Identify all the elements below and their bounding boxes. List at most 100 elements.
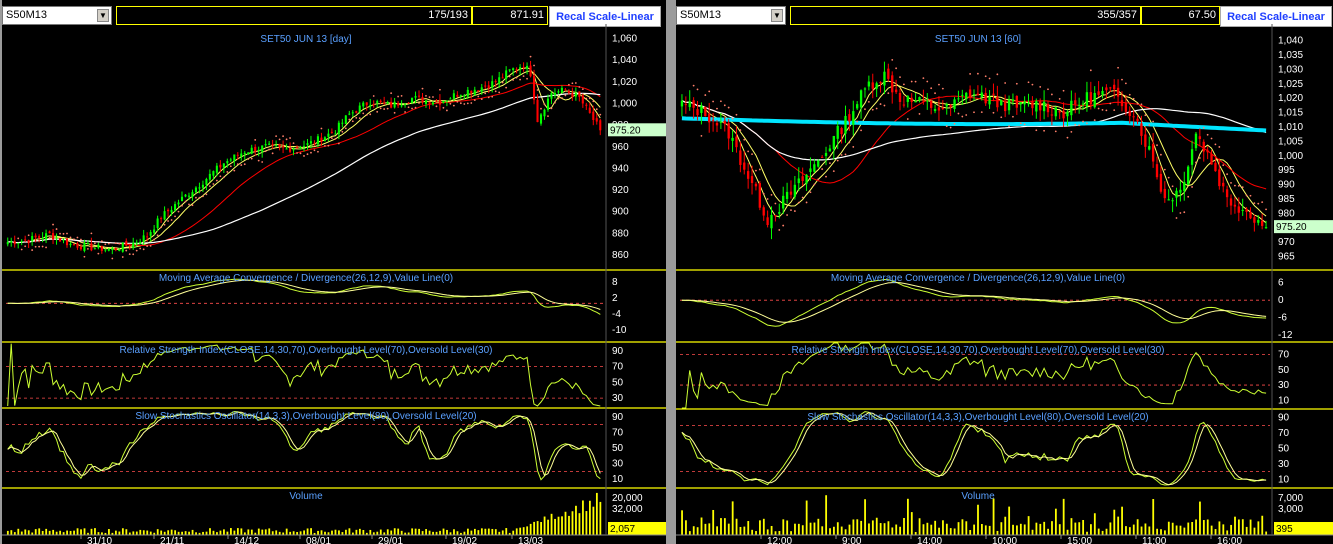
left-volume-bar xyxy=(432,531,434,535)
right-sar-dot xyxy=(1027,81,1030,84)
left-candle-body xyxy=(313,142,316,144)
left-candle-body xyxy=(567,90,570,93)
left-candle-body xyxy=(515,69,518,71)
left-sar-dot xyxy=(69,236,72,239)
left-stoch-tick: 50 xyxy=(612,443,624,454)
left-sar-dot xyxy=(76,236,79,239)
right-candle-body xyxy=(1027,103,1030,105)
left-volume-bar xyxy=(17,528,20,535)
left-volume-bar xyxy=(31,532,34,535)
left-volume-bar xyxy=(470,530,473,535)
left-candle-body xyxy=(456,94,459,97)
right-sar-dot xyxy=(976,72,979,75)
right-sar-dot xyxy=(1261,201,1264,204)
left-volume-bar xyxy=(487,528,490,535)
right-macd-tick: -6 xyxy=(1278,313,1287,324)
left-volume-bar xyxy=(97,532,100,535)
right-candle-body xyxy=(704,106,707,117)
left-x-label: 14/12 xyxy=(234,536,259,544)
right-symbol-select[interactable]: S50M13 ▼ xyxy=(676,6,786,25)
right-volume-bar xyxy=(751,529,754,535)
left-candle-body xyxy=(45,233,48,240)
left-volume-bar xyxy=(529,523,532,535)
left-sar-dot xyxy=(337,142,340,145)
right-volume-bar xyxy=(712,509,715,535)
left-volume-bar xyxy=(460,532,462,535)
right-sar-dot xyxy=(1015,82,1018,85)
left-sar-dot xyxy=(38,245,41,248)
right-x-label: 10:00 xyxy=(992,536,1017,544)
left-candle-body xyxy=(449,98,452,100)
left-volume-bar xyxy=(411,528,414,535)
left-sar-dot xyxy=(208,185,211,188)
right-volume-bar xyxy=(766,529,769,535)
left-candle-body xyxy=(539,114,543,124)
left-candle-body xyxy=(275,145,278,147)
chevron-down-icon[interactable]: ▼ xyxy=(771,9,783,22)
right-sar-dot xyxy=(1066,136,1069,139)
left-candle-body xyxy=(62,239,65,241)
right-sar-dot xyxy=(832,170,835,173)
left-sar-dot xyxy=(515,76,518,79)
right-sar-dot xyxy=(844,153,847,156)
right-sar-dot xyxy=(953,122,956,125)
left-candle-body xyxy=(153,229,156,233)
right-volume-bar xyxy=(836,522,839,535)
left-volume-bar xyxy=(184,531,187,535)
left-volume-bar xyxy=(589,500,591,535)
left-candle-body xyxy=(156,218,159,228)
right-volume-bar xyxy=(1039,523,1042,535)
right-sar-dot xyxy=(1257,202,1260,205)
left-recal-scale-button[interactable]: Recal Scale-Linear xyxy=(549,6,661,27)
right-volume-bar xyxy=(1136,519,1139,535)
right-sar-dot xyxy=(903,83,905,86)
right-ma-line-1 xyxy=(681,84,1267,217)
left-volume-bar xyxy=(442,528,445,535)
left-candle-body xyxy=(247,152,250,155)
left-sar-dot xyxy=(261,161,264,163)
left-sar-dot xyxy=(411,107,413,110)
right-volume-bar xyxy=(692,526,695,535)
right-toolbar: S50M13 ▼ 355/357 67.50 Recal Scale-Linea… xyxy=(676,3,1333,27)
right-volume-bar xyxy=(1132,524,1135,535)
left-price-tick: 880 xyxy=(612,228,629,239)
right-sar-dot xyxy=(1152,120,1155,123)
left-volume-bar xyxy=(55,531,58,535)
right-recal-scale-button[interactable]: Recal Scale-Linear xyxy=(1220,6,1332,27)
left-candle-body xyxy=(355,111,358,113)
right-x-label: 16:00 xyxy=(1217,536,1242,544)
right-sar-dot xyxy=(731,117,734,120)
right-rsi-tick: 10 xyxy=(1278,395,1290,406)
left-sar-dot xyxy=(376,110,379,113)
left-volume-bar xyxy=(512,530,515,535)
right-volume-bar xyxy=(762,518,765,535)
left-price-tick: 960 xyxy=(612,142,629,153)
left-sar-dot xyxy=(104,243,107,246)
right-volume-bar xyxy=(809,522,812,535)
left-sar-dot xyxy=(341,130,344,133)
left-sar-dot xyxy=(487,96,490,99)
left-macd-line-0 xyxy=(7,278,601,315)
left-candle-body xyxy=(243,152,246,154)
right-volume-bar xyxy=(1097,528,1100,535)
left-volume-bar xyxy=(233,530,236,535)
chevron-down-icon[interactable]: ▼ xyxy=(97,9,109,22)
left-chart[interactable]: SET50 JUN 13 [day]8608809009209409609801… xyxy=(2,0,666,544)
right-candle-body xyxy=(789,191,793,195)
left-volume-bar xyxy=(463,531,466,535)
left-sar-dot xyxy=(446,109,448,112)
left-candle-body xyxy=(463,95,466,97)
left-symbol-select[interactable]: S50M13 ▼ xyxy=(2,6,112,25)
left-ma-line-0 xyxy=(7,67,601,251)
left-candle-body xyxy=(585,104,588,106)
left-volume-bar xyxy=(195,532,197,535)
right-candle-body xyxy=(949,105,952,108)
right-value: 67.50 xyxy=(1188,9,1216,21)
right-candle-body xyxy=(891,75,894,93)
left-sar-dot xyxy=(282,135,284,138)
right-chart[interactable]: SET50 JUN 13 [60]9659709759809859909951,… xyxy=(676,0,1333,544)
left-sar-dot xyxy=(296,152,298,154)
right-candle-body xyxy=(700,105,703,113)
left-volume-bar xyxy=(135,531,138,535)
left-candle-body xyxy=(167,209,170,212)
